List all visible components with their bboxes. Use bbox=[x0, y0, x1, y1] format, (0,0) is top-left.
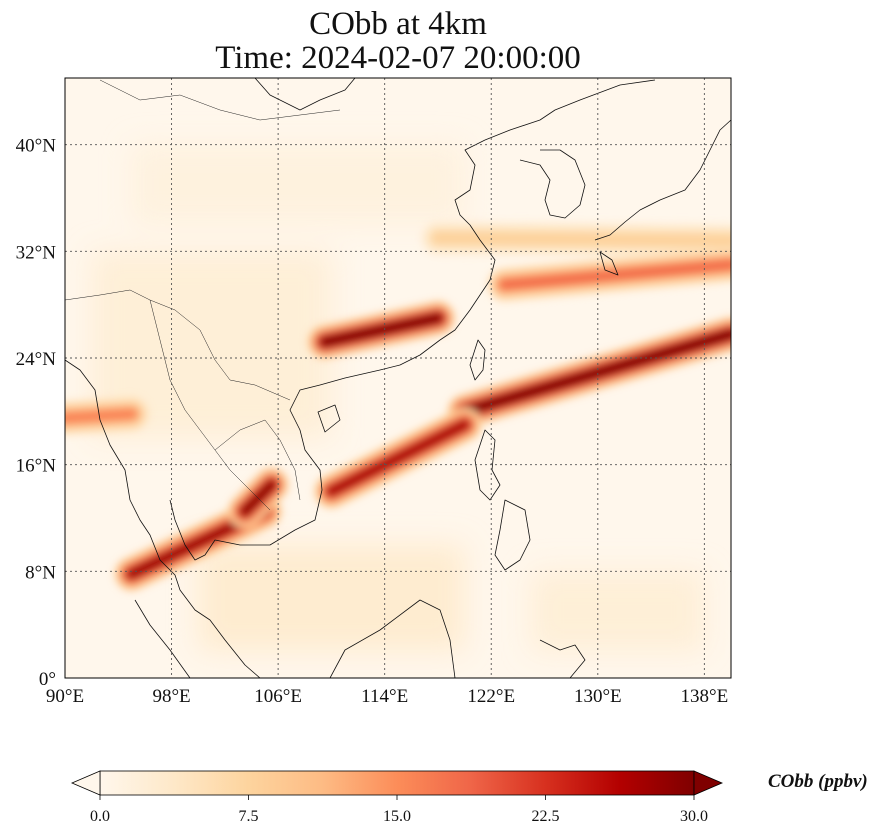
haze-patch-3 bbox=[131, 144, 465, 225]
colorbar-over-arrow bbox=[693, 770, 724, 796]
plume-se-china-plume bbox=[307, 301, 455, 359]
y-tick-label: 32°N bbox=[16, 242, 57, 263]
chart-title: CObb at 4km bbox=[309, 6, 487, 42]
x-axis-ticks: 90°E 98°E 106°E 114°E 122°E 130°E 138°E bbox=[46, 686, 728, 707]
y-tick-label: 24°N bbox=[16, 349, 57, 370]
coastline-korea bbox=[519, 149, 586, 219]
coastlines bbox=[65, 78, 731, 678]
plume-bay-of-bengal-plume bbox=[65, 397, 149, 435]
coastline-borneo bbox=[329, 599, 456, 678]
colorbar-tick-label: 30.0 bbox=[680, 808, 708, 825]
x-tick-label: 106°E bbox=[254, 686, 302, 707]
map-frame bbox=[64, 77, 732, 679]
coastline-philippines-south bbox=[494, 499, 531, 571]
coastline-hainan bbox=[317, 404, 341, 433]
plume-layer bbox=[65, 221, 731, 591]
haze-patch-1 bbox=[198, 544, 465, 652]
coastline-japan bbox=[594, 119, 731, 241]
border-b bbox=[149, 299, 271, 511]
colorbar: 0.0 7.5 15.0 22.5 30.0 bbox=[70, 770, 724, 825]
y-tick-label: 40°N bbox=[16, 136, 57, 157]
coastline-indochina bbox=[169, 384, 323, 561]
y-tick-label: 16°N bbox=[16, 456, 57, 477]
x-tick-label: 130°E bbox=[574, 686, 622, 707]
colorbar-tick-label: 7.5 bbox=[239, 808, 259, 825]
x-tick-label: 90°E bbox=[46, 686, 84, 707]
colorbar-tick-label: 15.0 bbox=[383, 808, 411, 825]
x-tick-label: 114°E bbox=[361, 686, 408, 707]
coastline-sumatra bbox=[134, 599, 191, 678]
border-c bbox=[214, 419, 301, 501]
plume-south-china-sea-band bbox=[314, 407, 482, 509]
y-axis-ticks: 0° 8°N 16°N 24°N 32°N 40°N bbox=[16, 136, 57, 690]
background-haze bbox=[91, 144, 705, 652]
colorbar-tick-label: 0.0 bbox=[90, 808, 110, 825]
colorbar-ticks: 0.0 7.5 15.0 22.5 30.0 bbox=[90, 795, 708, 825]
coastline-sulawesi bbox=[539, 639, 586, 678]
plume-bay-of-bengal-plume-layer-3 bbox=[65, 409, 137, 423]
colorbar-tick-label: 22.5 bbox=[532, 808, 560, 825]
chart-subtitle: Time: 2024-02-07 20:00:00 bbox=[215, 40, 581, 76]
coastline-kyushu bbox=[599, 251, 619, 276]
x-tick-label: 122°E bbox=[467, 686, 515, 707]
x-tick-label: 138°E bbox=[681, 686, 729, 707]
colorbar-label: CObb (ppbv) bbox=[768, 771, 868, 792]
coastline-china bbox=[319, 79, 656, 386]
y-tick-label: 8°N bbox=[25, 562, 56, 583]
colorbar-under-arrow bbox=[70, 770, 101, 796]
gridlines bbox=[65, 78, 731, 678]
coastline-mainland bbox=[65, 359, 261, 678]
colorbar-bar bbox=[99, 770, 695, 796]
y-tick-label: 0° bbox=[39, 669, 56, 690]
border-a bbox=[65, 289, 291, 401]
plume-yellow-sea-band-layer-3 bbox=[433, 233, 731, 246]
border-d bbox=[99, 79, 341, 121]
haze-patch-2 bbox=[531, 571, 705, 652]
map-panel: 90°E 98°E 106°E 114°E 122°E 130°E 138°E 0° 8°N 1… bbox=[16, 77, 732, 707]
plume-yellow-sea-band bbox=[420, 221, 731, 258]
country-borders bbox=[65, 79, 341, 511]
plume-se-china-plume-layer-3 bbox=[320, 313, 443, 347]
x-tick-label: 98°E bbox=[152, 686, 190, 707]
plume-main-band-core bbox=[447, 317, 731, 429]
coastline-taiwan bbox=[469, 339, 486, 381]
coastline-northeast bbox=[254, 78, 356, 111]
plume-south-china-sea-band-layer-3 bbox=[326, 420, 470, 496]
plume-main-band-core-layer-3 bbox=[460, 329, 731, 416]
